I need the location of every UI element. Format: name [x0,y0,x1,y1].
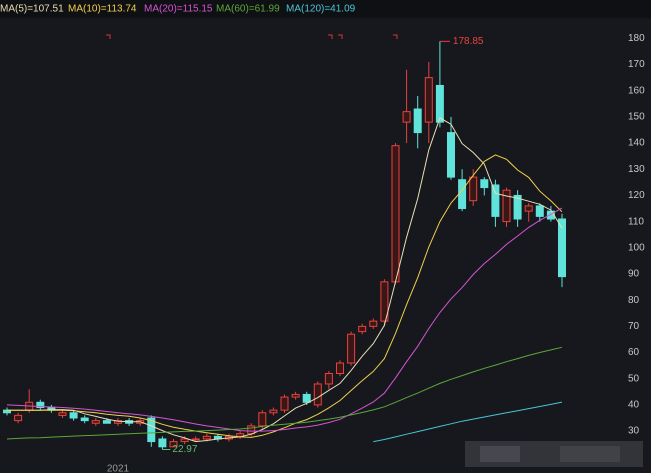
candle-body [435,84,444,123]
y-tick-label: 60 [628,347,640,358]
y-tick-label: 140 [628,138,645,149]
candle-body [480,179,489,189]
candle-body [302,393,311,403]
y-tick-label: 160 [628,85,645,96]
candle-body [102,420,111,424]
legend-entry: MA(60)=61.99 [216,4,280,15]
y-tick-label: 100 [628,242,645,253]
ma-line [7,154,563,438]
candle-body [80,417,89,422]
candle-body [91,420,100,424]
candle-body [191,438,200,441]
ma-line [373,401,563,443]
y-tick-label: 70 [628,321,640,332]
marker [338,34,343,39]
y-tick-label: 110 [628,216,644,227]
candle-body [247,425,256,435]
candle-body [202,435,211,440]
candle-body [324,372,333,385]
y-tick-label: 180 [628,33,645,44]
watermark-block [480,446,520,462]
watermark-block [560,446,620,462]
y-tick-label: 130 [628,164,645,175]
candle-body [513,194,522,220]
y-tick-label: 150 [628,112,645,123]
markers [106,34,398,39]
y-tick-label: 50 [628,373,640,384]
candle-body [380,281,389,322]
marker [393,34,398,39]
low-annotation: 22.97 [172,444,197,455]
legend-entry: MA(10)=113.74 [68,4,137,15]
ma-line [7,117,563,443]
candle-body [336,362,344,374]
candle-body [502,189,511,223]
candle-body [169,441,178,448]
candle-body [469,176,478,202]
x-tick-label: 2021 [107,464,130,473]
legend-bar [0,0,651,18]
candle-body [280,396,289,411]
candle-body [158,438,167,448]
candle-body [524,205,533,212]
candle-body [402,111,411,123]
candle-body [491,184,500,217]
legend-entry: MA(5)=107.51 [0,4,64,15]
watermark [465,441,643,467]
candle-body [413,108,422,134]
candle-body [535,205,544,217]
y-tick-label: 90 [628,269,640,280]
y-tick-label: 80 [628,295,640,306]
candle-body [447,132,455,178]
marker [328,34,333,39]
candle-body [114,420,122,424]
ma-line [6,346,563,440]
candle-body [347,333,356,364]
y-tick-label: 40 [628,400,640,411]
candle-body [236,433,245,437]
y-tick-label: 120 [628,190,645,201]
candle-body [358,325,367,333]
legend-entry: MA(20)=115.15 [144,4,213,15]
candle-body [147,417,156,443]
candle-body [458,179,467,210]
ma-line [6,207,563,432]
legend-entry: MA(120)=41.09 [286,4,356,15]
candle-body [391,145,400,283]
candle-body [180,438,189,443]
candle-body [14,414,23,422]
candle-body [269,409,278,414]
candle-body [258,412,267,427]
high-annotation: 178.85 [453,36,484,47]
y-tick-label: 30 [628,426,640,437]
marker [106,34,111,39]
candle-body [58,412,67,416]
candle-body [313,383,322,406]
candle-body [369,320,378,327]
y-tick-label: 170 [628,59,645,70]
candle-body [291,393,300,398]
candle-body [69,412,78,419]
candle-body [424,77,433,123]
candle-body [36,401,45,409]
candle-body [558,218,566,278]
